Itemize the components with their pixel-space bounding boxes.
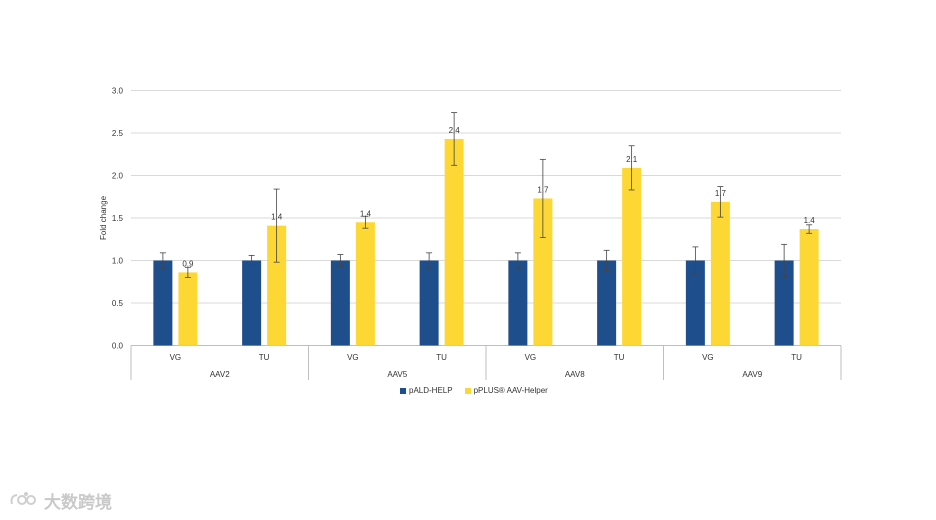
data-label: 2.1 — [626, 155, 638, 164]
legend-item-series-1: pALD-HELP — [400, 386, 453, 395]
data-label: 0.9 — [182, 259, 194, 268]
data-label: 1.7 — [715, 189, 727, 198]
watermark-logo-icon — [10, 491, 36, 505]
group-label: AAV5 — [387, 370, 407, 379]
watermark: 大数跨境 — [8, 488, 112, 513]
data-label: 1.4 — [360, 209, 372, 218]
legend-label-series-2: pPLUS® AAV-Helper — [473, 386, 548, 395]
data-label: 2.4 — [449, 126, 461, 135]
y-axis-label: Fold change — [99, 195, 108, 240]
bar-series-1 — [242, 260, 262, 346]
bar-series-1 — [153, 260, 173, 346]
bar-series-1 — [508, 260, 528, 346]
bar-series-2 — [267, 225, 287, 346]
legend-label-series-1: pALD-HELP — [409, 386, 453, 395]
category-label: TU — [259, 353, 270, 362]
legend-swatch-series-2 — [464, 387, 471, 394]
category-label: TU — [436, 353, 447, 362]
category-label: TU — [614, 353, 625, 362]
category-label: VG — [525, 353, 537, 362]
bar-series-1 — [330, 260, 350, 346]
bar-series-1 — [685, 260, 705, 346]
bar-series-2 — [444, 138, 464, 346]
category-label: VG — [347, 353, 359, 362]
y-tick-label: 1.5 — [112, 214, 124, 223]
chart-legend: pALD-HELP pPLUS® AAV-Helper — [400, 386, 548, 395]
y-tick-label: 0.5 — [112, 299, 124, 308]
y-tick-label: 1.0 — [112, 257, 124, 266]
category-label: VG — [702, 353, 714, 362]
watermark-text: 大数跨境 — [44, 493, 112, 513]
group-label: AAV9 — [742, 370, 762, 379]
bar-series-1 — [774, 260, 794, 346]
y-tick-label: 2.0 — [112, 172, 124, 181]
category-label: TU — [791, 353, 802, 362]
bar-series-2 — [622, 167, 642, 346]
data-label: 1.4 — [804, 216, 816, 225]
data-label: 1.7 — [537, 185, 549, 194]
bar-series-2 — [710, 201, 730, 346]
y-tick-label: 0.0 — [112, 342, 124, 351]
legend-item-series-2: pPLUS® AAV-Helper — [464, 386, 548, 395]
bar-series-2 — [178, 272, 198, 346]
bar-series-1 — [597, 260, 617, 346]
bar-series-1 — [419, 260, 439, 346]
bar-series-2 — [533, 198, 553, 346]
legend-swatch-series-1 — [400, 387, 406, 394]
group-label: AAV8 — [565, 370, 585, 379]
y-tick-label: 3.0 — [112, 87, 124, 96]
bar-series-2 — [355, 222, 375, 346]
y-tick-label: 2.5 — [112, 129, 124, 138]
category-label: VG — [170, 353, 182, 362]
group-label: AAV2 — [210, 370, 230, 379]
data-label: 1.4 — [271, 213, 283, 222]
bar-series-2 — [799, 229, 819, 346]
